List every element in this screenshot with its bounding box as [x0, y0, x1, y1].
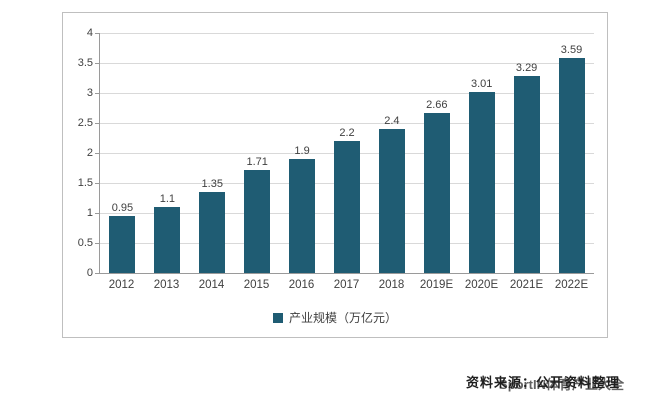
y-tick-label: 2: [86, 147, 93, 159]
watermark-text: SportIN体育产业大全: [499, 377, 624, 392]
gridline: [100, 63, 594, 64]
bar-value-label: 2.2: [339, 127, 355, 139]
x-tick-label: 2022E: [554, 279, 589, 291]
bar-value-label: 1.1: [159, 193, 175, 205]
bar-value-label: 3.59: [560, 43, 583, 56]
bar-2013: [154, 207, 181, 273]
y-tick-mark: [95, 243, 100, 244]
bar-slot: 2.66: [414, 33, 459, 273]
bar-2017: [333, 141, 360, 273]
y-tick-label: 3: [86, 87, 93, 99]
y-tick-label: 4: [86, 27, 93, 39]
y-tick-mark: [95, 213, 100, 214]
x-tick-label: 2014: [198, 279, 225, 291]
bars: 0.95 1.1 1.35 1.71 1.9 2.2 2.4 2.66 3.01 3.29 3.59: [100, 33, 594, 273]
bar-slot: 1.71: [235, 33, 280, 273]
bar-slot: 3.29: [504, 33, 549, 273]
bar-value-label: 2.4: [384, 115, 400, 127]
bar-slot: 2.2: [325, 33, 370, 273]
bar-value-label: 2.66: [426, 99, 448, 112]
gridline: [100, 93, 594, 94]
y-tick-mark: [95, 273, 100, 274]
bar-slot: 3.01: [459, 33, 504, 273]
bar-2020E: [468, 92, 495, 273]
bar-value-label: 1.35: [201, 178, 223, 190]
legend-swatch: [272, 312, 283, 323]
y-tick-label: 1: [86, 207, 93, 219]
bar-value-label: 0.95: [111, 202, 134, 214]
bar-2021E: [513, 75, 540, 273]
x-tick-label: 2021E: [509, 279, 544, 291]
bar-2012: [109, 216, 136, 273]
x-tick-label: 2020E: [464, 279, 499, 291]
y-tick-mark: [95, 183, 100, 184]
bar-value-label: 3.01: [470, 78, 493, 91]
bar-value-label: 3.29: [515, 61, 538, 74]
legend-label: 产业规模（万亿元）: [288, 311, 397, 325]
bar-slot: 1.9: [280, 33, 325, 273]
y-tick-mark: [95, 93, 100, 94]
bar-slot: 3.59: [549, 33, 594, 273]
source-footer: SportIN体育产业大全 资料来源：公开资料整理: [465, 372, 624, 392]
bar-slot: 1.1: [145, 33, 190, 273]
y-tick-label: 0.5: [77, 237, 93, 249]
y-tick-mark: [95, 33, 100, 34]
x-tick-label: 2012: [108, 279, 135, 291]
x-tick-label: 2019E: [419, 279, 454, 291]
y-tick-label: 0: [86, 267, 93, 279]
x-tick-label: 2018: [378, 279, 405, 291]
bar-2018: [378, 129, 405, 273]
y-tick-label: 2.5: [77, 117, 93, 129]
y-tick-mark: [95, 63, 100, 64]
x-tick-label: 2016: [288, 279, 315, 291]
source-text: 资料来源：公开资料整理: [465, 375, 620, 390]
y-tick-mark: [95, 153, 100, 154]
gridline: [100, 123, 594, 124]
bar-value-label: 1.71: [246, 156, 268, 169]
bar-slot: 0.95: [100, 33, 145, 273]
bar-2016: [289, 159, 316, 273]
bar-2022E: [558, 57, 585, 273]
bar-2019E: [423, 113, 450, 273]
legend: 产业规模（万亿元）: [63, 309, 607, 326]
bar-slot: 2.4: [369, 33, 414, 273]
x-tick-label: 2013: [153, 279, 180, 291]
x-tick-label: 2015: [243, 279, 270, 291]
plot-area: 0 0.5 1 1.5 2 2.5 3 3.5 4 0.95 1.1 1.35 1.71 1.9 2.2 2.…: [78, 27, 594, 279]
x-tick-label: 2017: [333, 279, 360, 291]
y-tick-label: 1.5: [77, 177, 93, 189]
gridline: [100, 33, 594, 34]
x-axis-labels: 2012 2013 2014 2015 2016 2017 2018 2019E 2020E 20…: [99, 279, 594, 291]
bar-2015: [244, 170, 271, 273]
y-tick-label: 3.5: [77, 57, 93, 69]
bar-slot: 1.35: [190, 33, 235, 273]
bar-value-label: 1.9: [294, 145, 310, 157]
chart-frame: 0 0.5 1 1.5 2 2.5 3 3.5 4 0.95 1.1 1.35 1.71 1.9 2.2 2.…: [62, 12, 608, 338]
bar-2014: [199, 192, 226, 273]
y-tick-mark: [95, 123, 100, 124]
